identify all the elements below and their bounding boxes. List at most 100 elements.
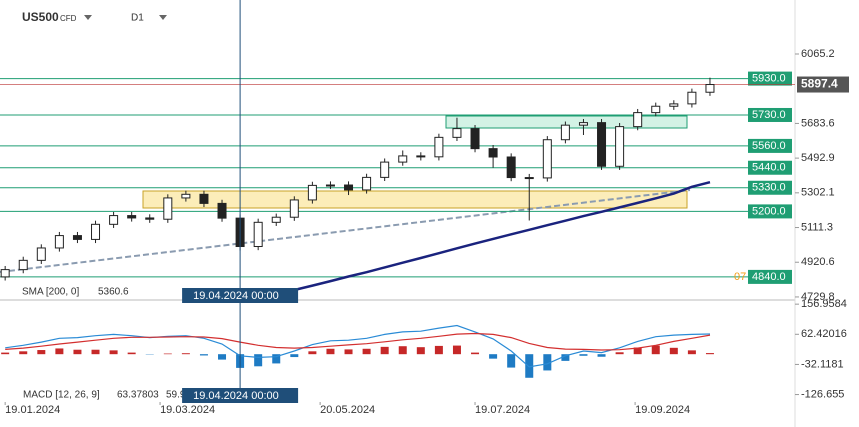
macd-histogram-bar <box>91 349 100 355</box>
candle-body <box>542 139 552 179</box>
macd-y-tick-label: -32.1181 <box>801 358 844 370</box>
macd-y-tick-label: 156.9584 <box>801 298 847 310</box>
candle-body <box>615 126 625 167</box>
candle-body <box>91 223 101 240</box>
macd-histogram-bar <box>254 354 263 367</box>
macd-histogram-bar <box>218 354 227 360</box>
macd-histogram-bar <box>705 353 714 355</box>
macd-histogram-bar <box>669 347 678 355</box>
level-label: 5560.0 <box>752 140 786 152</box>
candle-body <box>506 156 516 179</box>
candle-body <box>271 216 281 223</box>
macd-histogram-bar <box>326 348 335 355</box>
macd-legend: MACD [12, 26, 9] <box>23 390 100 401</box>
macd-histogram-bar <box>308 351 317 355</box>
y-tick-label: 4729.8 <box>801 291 835 303</box>
level-label-box <box>748 71 792 86</box>
symbol[interactable]: US500 <box>22 10 59 24</box>
candle-body <box>36 247 46 261</box>
y-tick-label: 6065.2 <box>801 48 835 60</box>
candle-body <box>488 148 498 158</box>
macd-histogram-bar <box>1 352 10 355</box>
candle-body <box>217 202 227 219</box>
support-zone <box>142 190 688 209</box>
macd-histogram-bar <box>452 345 461 355</box>
candle-body <box>434 136 444 158</box>
macd-line <box>5 332 711 351</box>
candle-body <box>633 112 643 128</box>
level-label-box <box>748 180 792 195</box>
macd-histogram-bar <box>434 345 443 355</box>
level-label-box <box>748 107 792 122</box>
level-label: 5330.0 <box>752 182 786 194</box>
symbol-dropdown[interactable] <box>84 15 92 20</box>
candle-body <box>163 197 173 220</box>
macd-line <box>5 324 711 368</box>
candle-body <box>325 184 335 187</box>
macd-histogram-bar <box>543 354 552 371</box>
crosshair-label: 19.04.2024 00:00 <box>193 290 279 302</box>
candle-body <box>344 184 354 191</box>
trendline <box>0 189 691 273</box>
macd-histogram-bar <box>362 348 371 355</box>
timeframe-dropdown[interactable] <box>159 15 167 20</box>
macd-histogram-bar <box>272 354 281 364</box>
candle-body <box>253 221 263 248</box>
x-tick-label: 19.09.2024 <box>635 404 690 416</box>
macd-histogram-bar <box>37 350 46 355</box>
candle-body <box>127 215 137 219</box>
candle-body <box>380 161 390 178</box>
macd-histogram-bar <box>181 353 190 355</box>
candle-body <box>181 193 191 199</box>
candle-body <box>524 177 534 180</box>
level-label: 5440.0 <box>752 162 786 174</box>
level-label-box <box>748 269 792 284</box>
y-tick-label: 4920.6 <box>801 256 835 268</box>
macd-histogram-bar <box>127 352 136 355</box>
crosshair-label-box <box>182 288 299 303</box>
candle-body <box>705 84 715 93</box>
candle-body <box>416 155 426 158</box>
macd-histogram-bar <box>416 347 425 355</box>
y-tick-label: 5683.6 <box>801 117 835 129</box>
sma-value: 5360.6 <box>98 287 129 298</box>
candle-body <box>18 259 28 271</box>
macd-histogram-bar <box>471 352 480 355</box>
macd-value: 63.37803 <box>117 390 159 401</box>
x-tick-label: 19.01.2024 <box>5 404 60 416</box>
macd-histogram-bar <box>199 354 208 356</box>
macd-y-tick-label: -126.655 <box>801 388 844 400</box>
macd-histogram-bar <box>55 348 64 355</box>
crosshair-label: 19.04.2024 00:00 <box>193 390 279 402</box>
y-tick-label: 5111.3 <box>801 221 833 233</box>
candle-body <box>578 122 588 126</box>
macd-histogram-bar <box>687 350 696 355</box>
macd-y-tick-label: 62.42016 <box>801 328 847 340</box>
macd-histogram-bar <box>489 354 498 359</box>
timeframe[interactable]: D1 <box>131 13 144 24</box>
candle-body <box>307 184 317 201</box>
fragment: 07 <box>734 271 746 283</box>
macd-histogram-bar <box>525 354 534 378</box>
x-tick-label: 20.05.2024 <box>320 404 375 416</box>
signal-value: 59.9 <box>166 390 186 401</box>
candle-body <box>597 122 607 167</box>
level-label-box <box>748 204 792 219</box>
macd-histogram-bar <box>561 354 570 361</box>
candle-body <box>199 193 209 204</box>
macd-histogram-bar <box>163 353 172 355</box>
candle-body <box>54 235 64 249</box>
candle-body <box>289 199 299 218</box>
crosshair-label-box <box>182 388 299 403</box>
level-label-box <box>748 160 792 175</box>
candle-body <box>687 91 697 105</box>
candle-body <box>452 128 462 138</box>
candle-body <box>651 105 661 114</box>
macd-histogram-bar <box>290 354 299 358</box>
y-tick-label: 5302.1 <box>801 187 835 199</box>
candle-body <box>0 269 10 278</box>
macd-histogram-bar <box>19 351 28 355</box>
